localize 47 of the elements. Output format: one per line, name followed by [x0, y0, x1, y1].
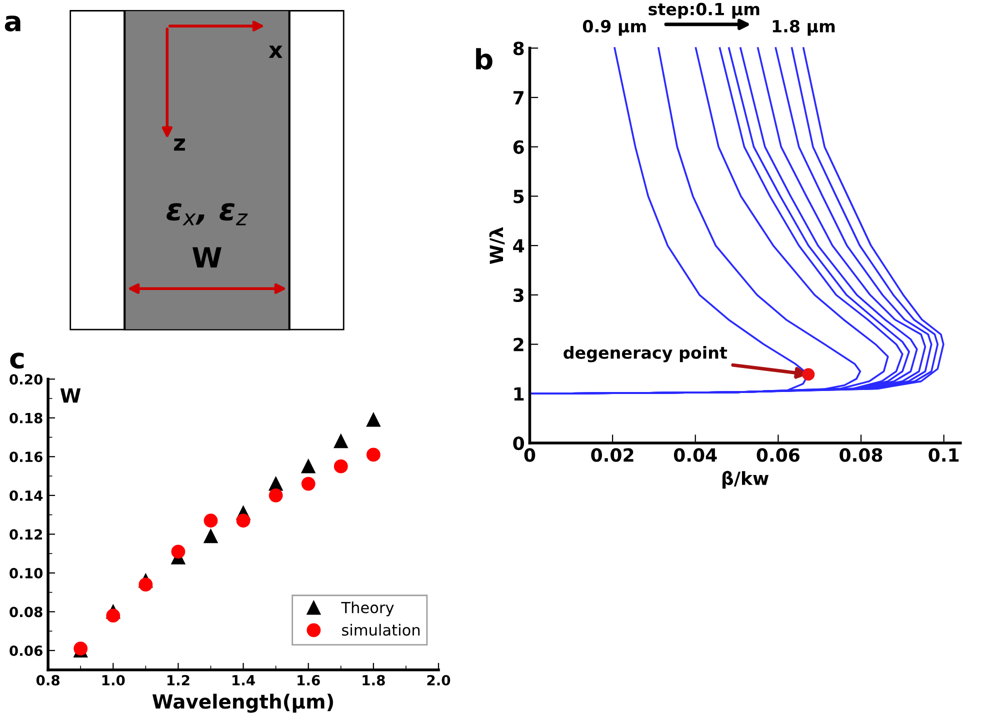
y-tick-label: 0.08: [10, 606, 42, 618]
y-tick-label: 4: [513, 239, 524, 252]
y-tick-label: 5: [514, 190, 524, 204]
x-tick-label: 0.04: [674, 448, 717, 462]
legend-label: simulation: [342, 624, 420, 636]
y-tick-label: 0.18: [10, 412, 42, 424]
y-tick-label: 1: [514, 387, 524, 401]
x-tick-label: 0.06: [756, 448, 800, 462]
x-tick-label: 0.8: [36, 675, 60, 686]
legend-label: Theory: [341, 601, 394, 616]
text: a: [4, 16, 20, 32]
chart-title: b: [476, 48, 492, 70]
y-tick-label: 0.10: [10, 568, 43, 578]
y-tick-label: 0.20: [10, 374, 43, 385]
x-axis-title: β/kw: [722, 470, 769, 489]
x-tick-label: 1.6: [298, 675, 320, 686]
y-tick-label: 2: [514, 338, 524, 352]
chart-title: c: [10, 352, 24, 369]
text: x: [268, 46, 282, 58]
x-tick-label: 1.0: [102, 675, 125, 686]
x-tick-label: 1.8: [362, 675, 385, 686]
y-tick-label: 0.16: [10, 452, 42, 462]
y-tick-label: 0.14: [10, 490, 43, 501]
x-tick-label: 0.08: [840, 448, 882, 462]
text: W: [192, 247, 222, 268]
y-tick-label: 0.06: [10, 645, 42, 656]
y-tick-label: 3: [514, 288, 524, 302]
annotation: degeneracy point: [564, 346, 728, 362]
y-tick-label: 0.12: [10, 529, 42, 540]
text: ε$_{x}$, ε$_{z}$: [166, 203, 248, 226]
y-axis-title: W: [60, 388, 81, 403]
x-tick-label: 2.0: [427, 675, 450, 686]
x-tick-label: 0: [524, 448, 536, 462]
y-axis-title: W/λ: [489, 227, 505, 264]
y-tick-label: 0: [513, 436, 524, 450]
x-tick-label: 0.02: [591, 448, 634, 462]
series-label: 1.8 µm: [772, 20, 835, 36]
x-tick-label: 1.4: [232, 675, 255, 686]
text: z: [174, 138, 185, 151]
x-tick-label: 0.1: [928, 448, 959, 462]
x-axis-title: Wavelength(µm): [152, 694, 334, 713]
y-tick-label: 8: [513, 42, 524, 56]
y-tick-label: 6: [513, 140, 524, 154]
text: step:0.1 µm: [648, 2, 760, 19]
x-tick-label: 1.2: [167, 675, 190, 686]
y-tick-label: 7: [514, 91, 524, 104]
series-label: 0.9 µm: [582, 20, 646, 36]
